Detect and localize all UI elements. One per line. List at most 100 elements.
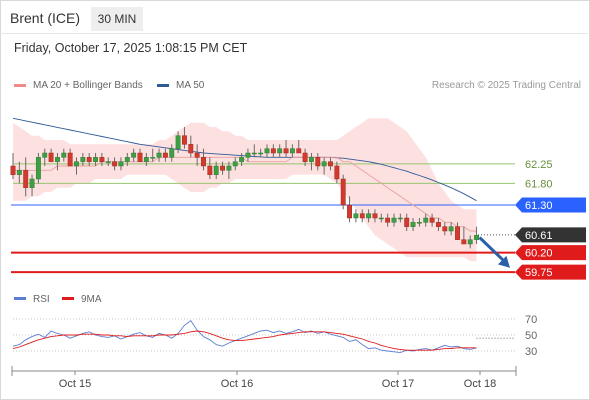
candle [436,218,441,231]
candle-body [283,148,289,154]
candle [182,127,187,149]
candle-body [137,152,143,162]
candle [296,140,302,154]
candle-body [67,152,73,167]
candle-body [220,165,226,171]
candle [201,148,206,171]
candle-body [397,217,403,220]
candle [359,209,365,223]
rsi-tick-label: 30 [525,346,537,358]
candle-body [315,157,321,167]
candle-body [385,217,391,223]
candle-body [347,204,353,219]
candle [220,161,226,175]
candle [118,157,124,171]
candle-body [188,144,194,154]
candle-body [289,148,295,154]
candle-body [99,157,105,162]
candle [372,209,378,223]
candle-body [207,165,213,175]
candle-body [416,222,422,224]
candle-body [461,239,467,245]
candle [226,161,232,179]
candle-body [86,157,92,162]
candle-body [61,152,67,158]
rsi-legend-label: 9MA [81,294,102,305]
candle-body [359,213,365,219]
candle-body [213,165,219,175]
candle [55,153,60,171]
candle [467,235,473,249]
candle [404,213,410,231]
level-tag-5 [515,264,586,280]
candle-body [16,170,22,175]
forecast-arrow-shaft [478,236,509,265]
candle-body [366,213,372,219]
candle [124,153,130,166]
candle [67,148,73,167]
level-tag-label-2: 61.30 [525,200,553,212]
timeframe-button[interactable]: 30 MIN [91,7,143,31]
candle [35,153,41,184]
candle [397,213,403,223]
rsi-tick-label: 70 [525,314,537,326]
candle-body [467,239,473,245]
ma50-line [12,117,477,202]
bollinger-band-area [13,118,477,262]
ma20-line [13,156,477,232]
candle [137,148,143,162]
candle-body [474,235,480,240]
candle [289,144,295,158]
candle-body [429,217,435,223]
candle-body [239,157,245,162]
candle [347,196,353,223]
x-tick-label: Oct 17 [382,378,414,390]
candle-body [112,161,118,167]
chart-datetime: Friday, October 17, 2025 1:08:15 PM CET [14,41,248,55]
candle-body [372,213,378,219]
candle-body [201,157,206,167]
candle [112,157,118,171]
candle-body [35,157,41,180]
candle-body [309,157,314,162]
candle-body [245,152,251,158]
candle-body [378,217,384,220]
candle [385,213,391,227]
candle-body [42,152,48,158]
candle [423,213,429,227]
candle [86,153,92,166]
level-tag-4 [515,245,586,261]
candle-body [55,157,60,162]
candle-body [251,152,257,155]
instrument-title: Brent (ICE) [10,10,81,26]
candle [232,157,238,171]
candle [353,209,359,223]
candle [29,174,35,197]
candle-body [277,148,283,154]
candle-body [143,157,149,162]
candle-body [270,148,276,154]
rsi-legend-swatch-icon [14,297,26,300]
legend-ma50-label: MA 50 [176,80,205,91]
candle-body [328,161,333,167]
candle [277,144,283,158]
rsi-9ma-line [12,330,477,351]
ma50-swatch-icon [157,84,169,87]
candle [213,161,219,179]
candle [188,135,194,158]
candle-body [226,165,232,171]
candle-body [23,170,29,188]
level-label-1: 61.80 [525,178,553,190]
candle [131,148,137,162]
candle-body [150,157,156,159]
candle [448,222,454,236]
candle-body [302,152,308,162]
candle-body [436,222,441,227]
candle-body [80,157,86,162]
candle-body [105,161,111,163]
research-credit: Research © 2025 Trading Central [431,80,581,91]
candle [175,131,181,153]
candle [93,153,98,166]
candle [74,157,79,175]
